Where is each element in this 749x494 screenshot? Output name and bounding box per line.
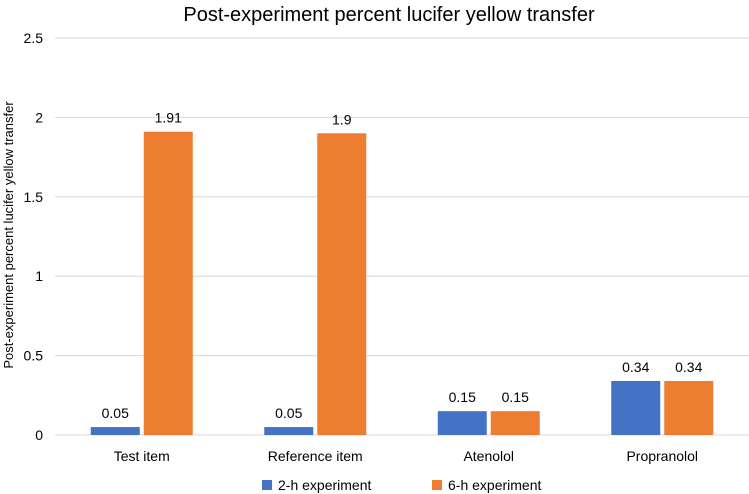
y-axis-ticks: 0 0.5 1 1.5 2 2.5 (24, 30, 44, 443)
legend-swatch (432, 480, 442, 490)
y-tick-label: 2.5 (24, 30, 44, 46)
data-label: 0.34 (675, 359, 702, 375)
y-tick-label: 1 (35, 268, 43, 284)
legend: 2-h experiment 6-h experiment (262, 477, 541, 493)
bar (611, 381, 661, 435)
chart-title: Post-experiment percent lucifer yellow t… (183, 4, 595, 26)
data-label: 1.9 (332, 111, 352, 127)
x-tick-label: Test item (114, 448, 170, 464)
y-tick-label: 0 (35, 427, 43, 443)
data-label: 0.05 (275, 405, 302, 421)
bar (490, 411, 540, 435)
data-label: 0.05 (102, 405, 129, 421)
y-tick-label: 2 (35, 109, 43, 125)
bar (664, 381, 714, 435)
bar (143, 131, 193, 435)
legend-label: 2-h experiment (278, 477, 371, 493)
x-tick-label: Reference item (268, 448, 363, 464)
data-label: 0.34 (622, 359, 649, 375)
bar (90, 427, 140, 435)
bar (264, 427, 314, 435)
x-axis-ticks: Test item Reference item Atenolol Propranol… (114, 448, 698, 464)
data-label: 0.15 (502, 389, 529, 405)
y-tick-label: 0.5 (24, 348, 44, 364)
y-axis-label: Post-experiment percent lucifer yellow t… (1, 101, 16, 369)
data-labels: 0.05 1.91 0.05 1.9 0.15 0.15 0.34 0.34 (102, 110, 703, 421)
legend-label: 6-h experiment (448, 477, 541, 493)
bar (317, 133, 367, 435)
legend-swatch (262, 480, 272, 490)
bar (437, 411, 487, 435)
y-tick-label: 1.5 (24, 189, 44, 205)
data-label: 0.15 (449, 389, 476, 405)
x-tick-label: Atenolol (463, 448, 514, 464)
data-label: 1.91 (155, 110, 182, 126)
x-tick-label: Propranolol (626, 448, 698, 464)
bars (90, 131, 714, 435)
